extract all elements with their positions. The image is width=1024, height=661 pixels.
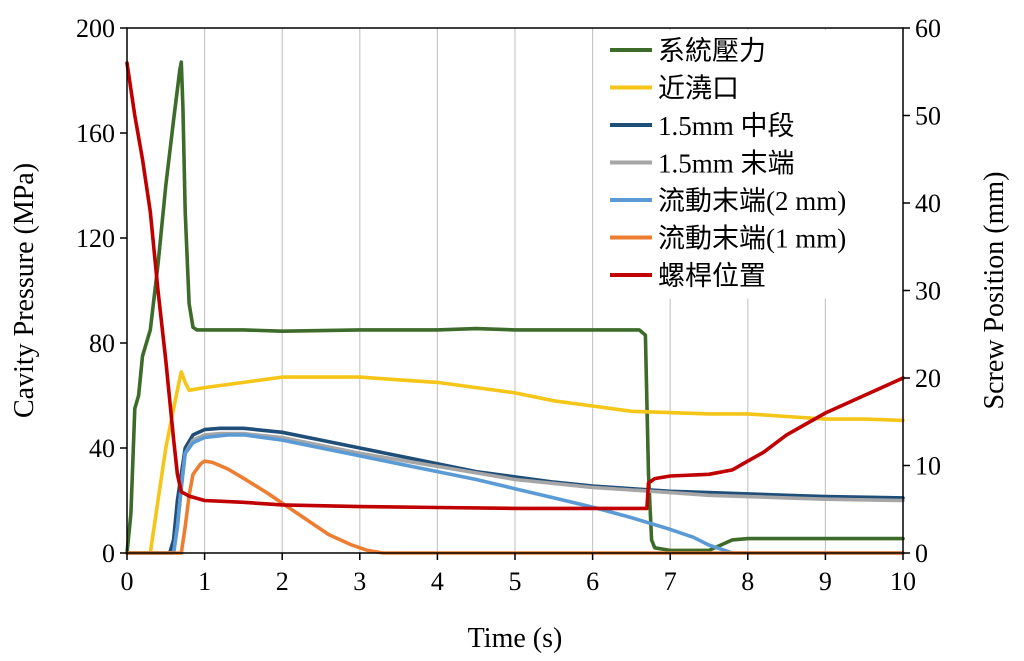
series-line-7 [125,61,905,511]
y2-tick-labels: 0 10 20 30 40 50 60 [915,14,941,568]
y2-tick-label: 30 [915,277,941,306]
tick-marks [120,27,910,560]
x-tick-label: 8 [741,567,754,596]
y-tick-label: 80 [89,329,115,358]
y-tick-label: 120 [76,224,115,253]
y-tick-labels: 0 40 80 120 160 200 [76,14,115,568]
y2-axis-title: Screw Position (mm) [979,172,1010,410]
y2-tick-label: 40 [915,189,941,218]
x-tick-label: 7 [664,567,677,596]
y2-tick-label: 60 [915,14,941,43]
series-line-1 [125,60,905,555]
legend-label: 1.5mm 末端 [658,149,795,179]
x-tick-label: 5 [509,567,522,596]
y-tick-label: 160 [76,119,115,148]
x-axis-title: Time (s) [468,623,563,654]
legend-label: 近澆口 [658,74,739,104]
series-lines [125,60,905,555]
y2-tick-label: 50 [915,102,941,131]
legend-label: 1.5mm 中段 [658,111,795,141]
legend-label: 流動末端(1 mm) [658,224,846,254]
legend-label: 螺桿位置 [658,261,766,291]
y-axis-title: Cavity Pressure (MPa) [9,163,40,418]
legend-label: 系統壓力 [658,36,766,66]
x-tick-label: 3 [353,567,366,596]
y-tick-label: 0 [102,539,115,568]
x-tick-label: 0 [121,567,134,596]
y2-tick-label: 0 [915,539,928,568]
legend-label: 流動末端(2 mm) [658,186,846,216]
x-tick-label: 6 [586,567,599,596]
x-tick-label: 1 [198,567,211,596]
series-line-5 [125,433,905,555]
y-tick-label: 200 [76,14,115,43]
y2-tick-label: 10 [915,452,941,481]
x-tick-label: 9 [819,567,832,596]
x-tick-label: 2 [276,567,289,596]
x-tick-label: 10 [890,567,916,596]
y-tick-label: 40 [89,434,115,463]
y2-tick-label: 20 [915,364,941,393]
series-line-6 [125,459,905,555]
x-tick-labels: 0 1 2 3 4 5 6 7 8 9 10 [121,567,917,596]
x-tick-label: 4 [431,567,444,596]
series-line-2 [125,370,905,555]
